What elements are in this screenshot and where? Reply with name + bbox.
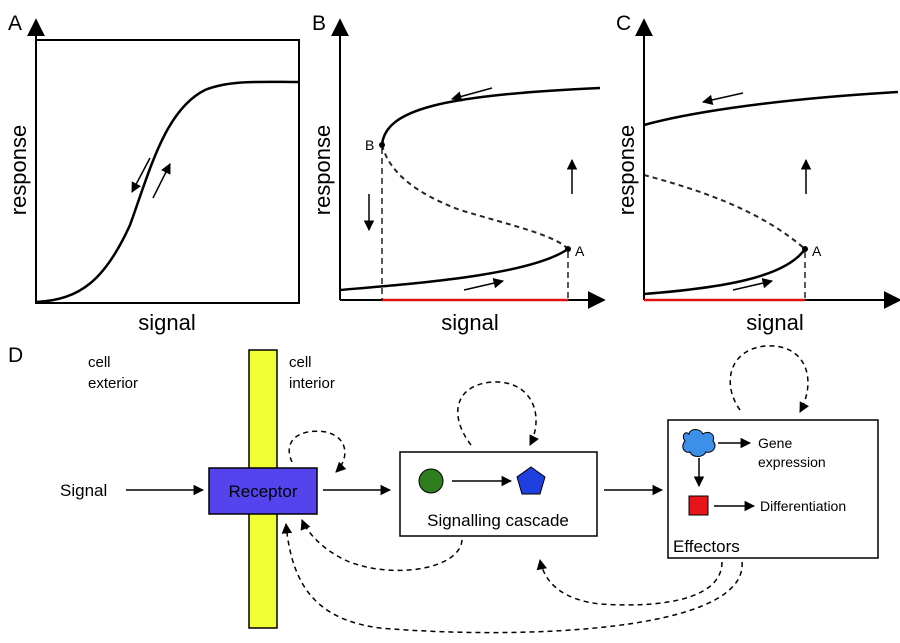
panel-b-arrow-left [450, 87, 493, 102]
effector-cloud-icon [682, 429, 716, 457]
panel-a: A signal response [6, 12, 300, 335]
cascade-circle-node [418, 468, 444, 494]
cascade-self-loop [457, 381, 539, 446]
effectors-self-loop [729, 345, 810, 413]
panel-a-xlabel: signal [138, 310, 195, 335]
panel-b-point-b [379, 142, 385, 148]
panel-c-arrow-right [732, 278, 774, 291]
effectors-to-receptor-feedback [281, 522, 743, 634]
panel-b: B B A signal response [310, 12, 606, 335]
panel-b-upper-branch [380, 86, 601, 146]
panel-a-frame [35, 39, 300, 304]
receptor-box [208, 467, 318, 515]
panel-b-ylabel: response [310, 125, 335, 216]
cell-exterior-line2: exterior [88, 375, 138, 392]
effectors-label: Effectors [673, 537, 740, 556]
effector-square-icon [688, 495, 709, 516]
panel-c-xlabel: signal [746, 310, 803, 335]
panel-b-label-b: B [365, 137, 374, 153]
receptor-label: Receptor [229, 482, 298, 501]
panel-c: C A signal response [614, 12, 900, 335]
panel-b-arrow-right [463, 278, 505, 291]
panel-b-letter: B [312, 12, 326, 35]
panel-c-point-a [802, 246, 808, 252]
panel-b-point-a [565, 246, 571, 252]
signal-label: Signal [60, 481, 107, 500]
panel-c-ylabel: response [614, 125, 639, 216]
panel-a-arrow-up [152, 163, 171, 199]
panel-a-sigmoid-curve [35, 80, 300, 304]
effectors-to-cascade-feedback [536, 558, 723, 606]
cell-interior-line2: interior [289, 375, 335, 392]
gene-label-line1: Gene [758, 435, 792, 451]
panel-c-letter: C [616, 12, 631, 35]
receptor-self-loop [288, 430, 347, 473]
panel-b-lower-branch [339, 247, 569, 292]
cascade-box [399, 451, 598, 537]
panel-d-letter: D [8, 344, 23, 367]
panel-c-lower-branch [643, 248, 807, 296]
cascade-to-receptor-feedback [300, 519, 463, 572]
differentiation-label: Differentiation [760, 498, 846, 514]
panel-a-letter: A [8, 12, 22, 35]
panel-c-arrow-left [701, 92, 744, 106]
panel-c-unstable-branch [643, 174, 806, 250]
panel-a-arrow-down [131, 157, 151, 193]
panel-b-label-a: A [575, 243, 585, 259]
panel-d: D cell exterior cell interior Signal Rec… [8, 344, 879, 634]
cell-exterior-line1: cell [88, 354, 111, 371]
panel-b-unstable-branch [381, 144, 569, 250]
gene-label-line2: expression [758, 454, 826, 470]
cascade-pentagon-node [516, 466, 546, 495]
panel-c-upper-branch [643, 90, 899, 127]
cascade-label: Signalling cascade [427, 511, 569, 530]
panel-b-xlabel: signal [441, 310, 498, 335]
panel-a-ylabel: response [6, 125, 31, 216]
cell-interior-line1: cell [289, 354, 312, 371]
panel-c-label-a: A [812, 243, 822, 259]
